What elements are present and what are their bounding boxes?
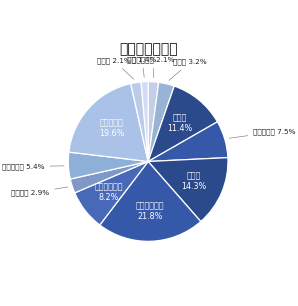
Text: 卒売・小売業
21.8%: 卒売・小売業 21.8% [136, 201, 164, 221]
Text: 金融・保険業
8.2%: 金融・保険業 8.2% [95, 182, 123, 202]
Text: サービス業
19.6%: サービス業 19.6% [99, 119, 124, 138]
Wedge shape [131, 82, 148, 162]
Text: 建設業 3.2%: 建設業 3.2% [169, 59, 207, 80]
Text: 公務員 2.1%: 公務員 2.1% [97, 57, 134, 79]
Text: 製造業
11.4%: 製造業 11.4% [167, 114, 192, 133]
Wedge shape [148, 158, 228, 222]
Text: 運輸業
14.3%: 運輸業 14.3% [181, 171, 206, 191]
Wedge shape [148, 82, 159, 162]
Text: 不動産業 2.9%: 不動産業 2.9% [11, 187, 68, 196]
Text: 情報通信業 7.5%: 情報通信業 7.5% [229, 129, 296, 138]
Title: 【業種別進路】: 【業種別進路】 [119, 42, 177, 56]
Wedge shape [70, 162, 148, 193]
Wedge shape [69, 84, 148, 162]
Text: 医療・教育 5.4%: 医療・教育 5.4% [2, 163, 64, 170]
Wedge shape [148, 86, 218, 162]
Wedge shape [68, 152, 148, 179]
Wedge shape [75, 162, 148, 225]
Wedge shape [141, 82, 148, 162]
Wedge shape [148, 82, 174, 162]
Text: 教員 1.4%: 教員 1.4% [127, 56, 157, 77]
Text: 大学院進学 2.1%: 大学院進学 2.1% [132, 56, 175, 77]
Wedge shape [148, 122, 228, 162]
Wedge shape [100, 162, 201, 241]
